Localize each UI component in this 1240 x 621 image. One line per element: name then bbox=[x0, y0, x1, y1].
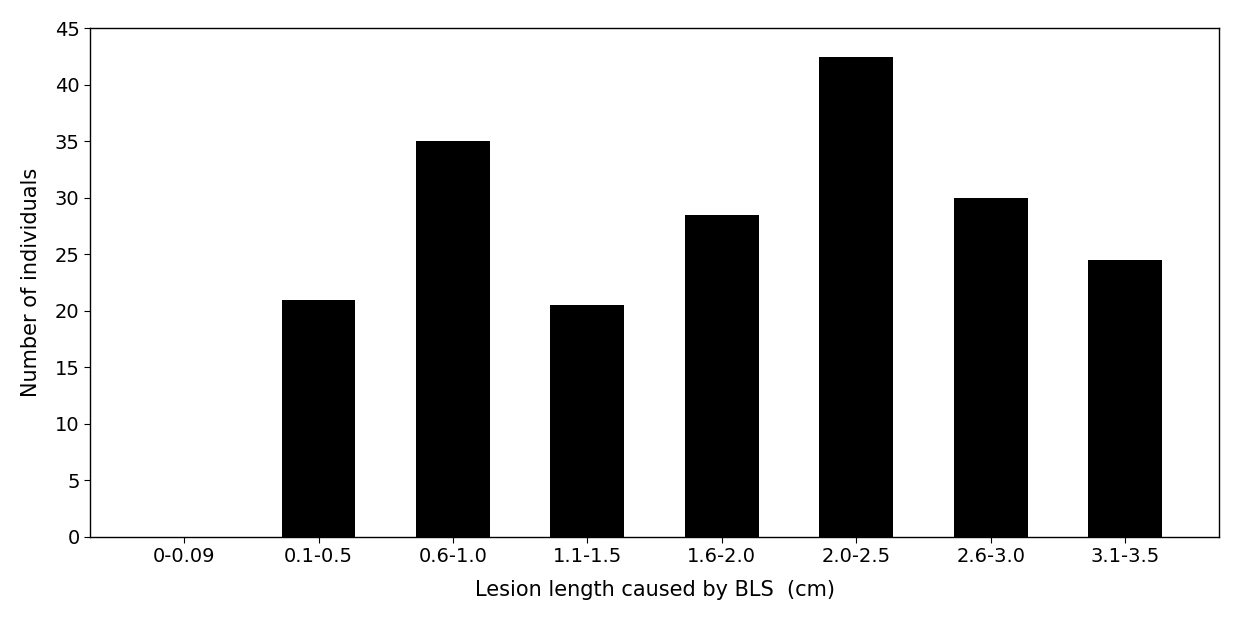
X-axis label: Lesion length caused by BLS  (cm): Lesion length caused by BLS (cm) bbox=[475, 580, 835, 600]
Y-axis label: Number of individuals: Number of individuals bbox=[21, 168, 41, 397]
Bar bbox=[551, 305, 625, 537]
Bar bbox=[684, 215, 759, 537]
Bar bbox=[415, 142, 490, 537]
Bar bbox=[1089, 260, 1162, 537]
Bar bbox=[954, 198, 1028, 537]
Bar bbox=[281, 299, 356, 537]
Bar bbox=[820, 57, 893, 537]
